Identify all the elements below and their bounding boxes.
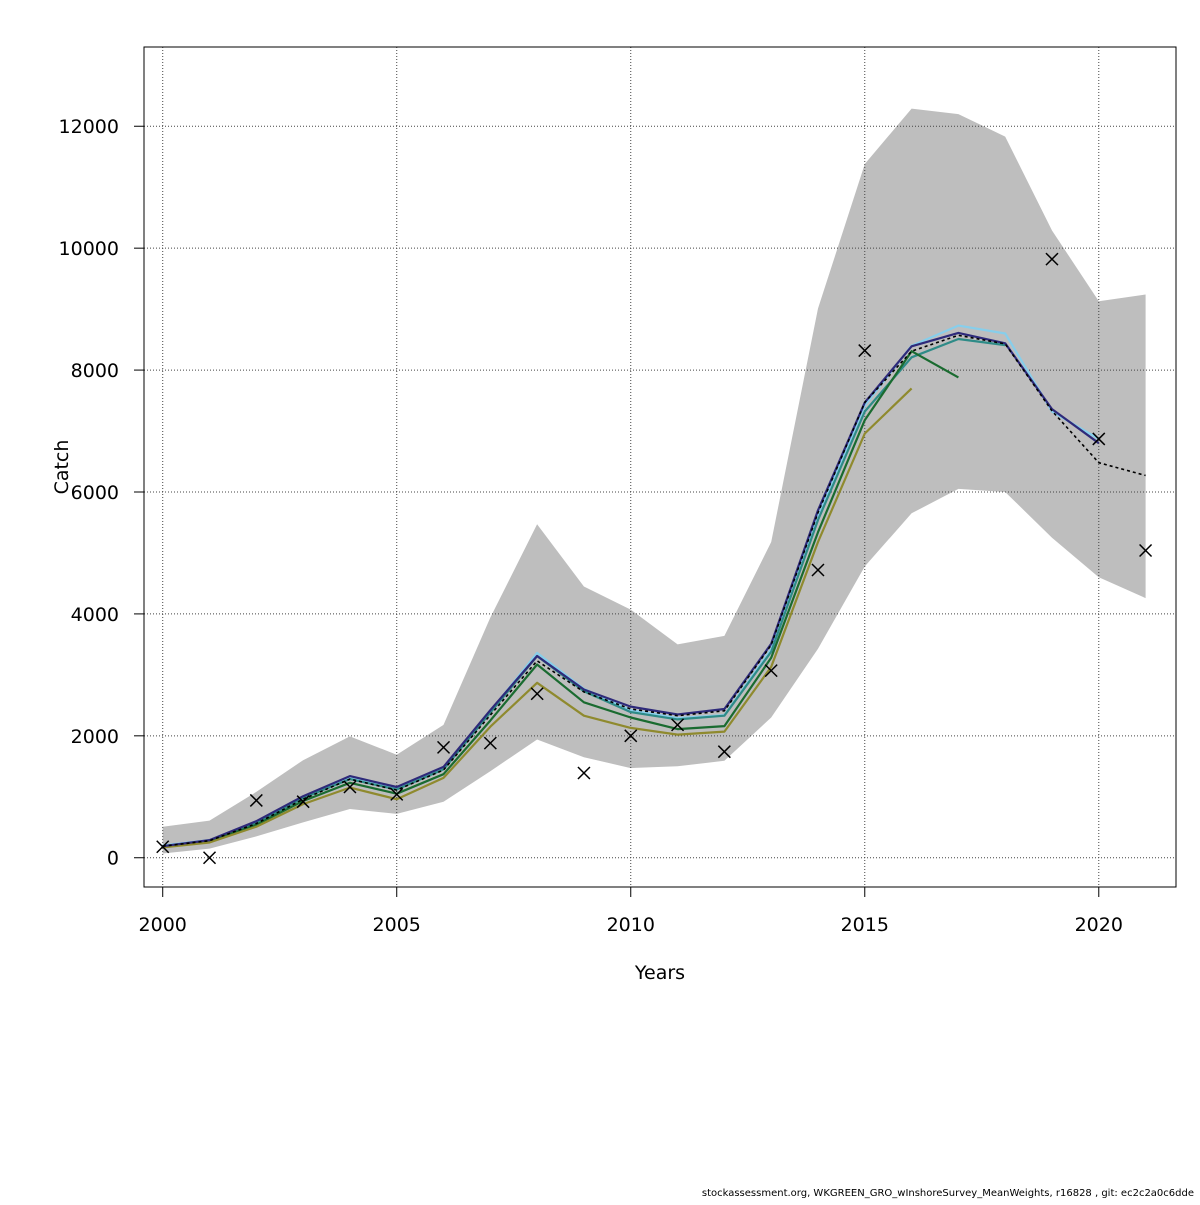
- plot-frame: [143, 46, 1177, 888]
- y-tick-label: 2000: [71, 726, 119, 748]
- x-tick-label: 2005: [373, 914, 421, 936]
- observation-stroke: [1045, 252, 1059, 266]
- x-tick-label: 2020: [1075, 914, 1123, 936]
- observation-stroke: [437, 740, 451, 754]
- y-tick-label: 12000: [59, 116, 119, 138]
- observation-stroke: [671, 718, 685, 732]
- observation-point: [530, 687, 544, 701]
- observation-point: [1045, 252, 1059, 266]
- x-tick-label: 2000: [139, 914, 187, 936]
- observation-stroke: [343, 780, 357, 794]
- observation-stroke: [483, 736, 497, 750]
- observation-stroke: [530, 687, 544, 701]
- observation-point: [764, 664, 778, 678]
- x-axis-title: Years: [634, 962, 685, 984]
- y-tick-label: 10000: [59, 238, 119, 260]
- observation-point: [858, 344, 872, 358]
- y-axis-title: Catch: [51, 440, 73, 495]
- observation-stroke: [811, 563, 825, 577]
- observation-stroke: [577, 766, 591, 780]
- observation-point: [1092, 432, 1106, 446]
- observation-stroke: [156, 840, 170, 854]
- observation-stroke: [858, 344, 872, 358]
- observation-point: [671, 718, 685, 732]
- observation-point: [483, 736, 497, 750]
- observation-point: [296, 795, 310, 809]
- observation-point: [437, 740, 451, 754]
- series-line-0: [162, 334, 1146, 847]
- observation-point: [249, 793, 263, 807]
- observation-point: [156, 840, 170, 854]
- confidence-band: [162, 108, 1146, 854]
- x-tick-label: 2015: [841, 914, 889, 936]
- observation-stroke: [296, 795, 310, 809]
- observation-point: [1139, 543, 1153, 558]
- series-line-5: [162, 331, 1100, 848]
- observation-stroke: [202, 851, 217, 865]
- observation-stroke: [1139, 543, 1153, 558]
- footer-note: stockassessment.org, WKGREEN_GRO_wInshor…: [701, 1188, 1194, 1199]
- observation-point: [577, 766, 591, 780]
- observation-point: [811, 563, 825, 577]
- observation-point: [624, 729, 638, 743]
- series-line-4: [162, 387, 913, 849]
- series-line-3: [162, 350, 959, 848]
- observation-stroke: [624, 729, 638, 743]
- x-tick-label: 2010: [607, 914, 655, 936]
- y-tick-label: 8000: [71, 360, 119, 382]
- observation-stroke: [717, 745, 731, 759]
- observation-stroke: [390, 787, 404, 801]
- observation-point: [202, 851, 217, 865]
- observation-point: [343, 780, 357, 794]
- y-tick-label: 6000: [71, 482, 119, 504]
- y-tick-label: 0: [107, 848, 119, 870]
- observation-stroke: [1092, 432, 1106, 446]
- observation-stroke: [764, 664, 778, 678]
- y-tick-label: 4000: [71, 604, 119, 626]
- observation-stroke: [249, 793, 263, 807]
- observation-point: [390, 787, 404, 801]
- observation-point: [717, 745, 731, 759]
